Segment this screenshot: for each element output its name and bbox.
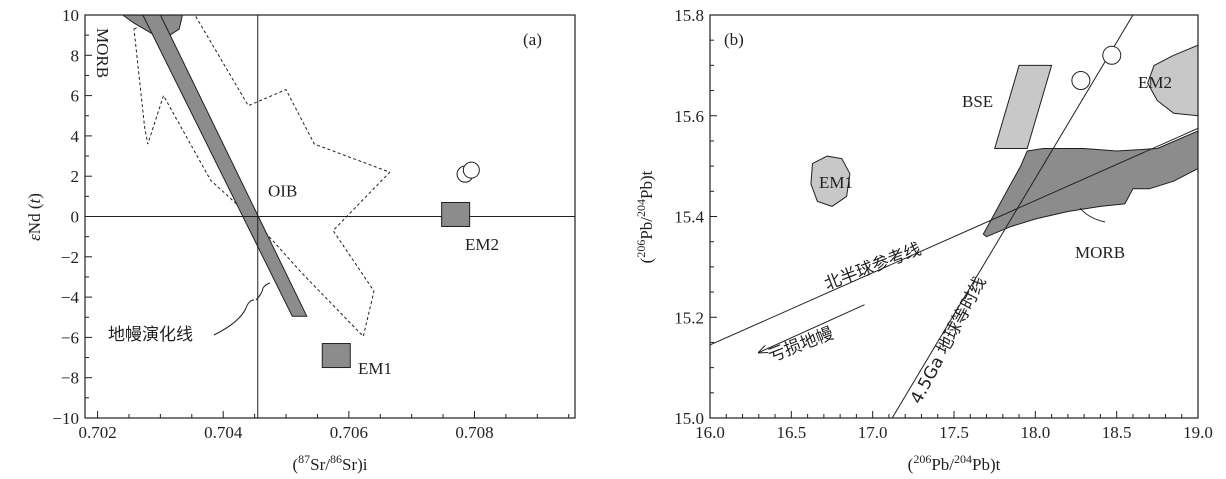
morb-leader-line [1079, 207, 1106, 223]
panel-a-tick-labels: 0.702 0.704 0.706 0.708 10 8 6 4 2 0 −2 −4 −6 −8 −10 [52, 6, 493, 442]
x-tick-label: 0.708 [455, 423, 493, 442]
x-tick-label: 18.5 [1102, 423, 1132, 442]
panel-a-frame [84, 14, 576, 419]
y-tick-label: 6 [71, 87, 80, 106]
em2-field [1147, 44, 1198, 117]
y-tick-label: 4 [71, 127, 80, 146]
nhrl-line [710, 127, 1198, 346]
bse-label: BSE [962, 92, 993, 111]
square-em1 [321, 343, 351, 369]
nhrl-label: 北半球参考线 [822, 239, 924, 294]
panel-b-x-axis-title: (206Pb/204Pb)t [908, 452, 1001, 474]
em2-label-a: EM2 [465, 235, 499, 254]
x-tick-label: 17.0 [858, 423, 888, 442]
y-tick-label: 15.2 [674, 308, 704, 327]
geochron-label: 4.5Ga 地球等时线 [907, 273, 991, 407]
y-tick-label: 2 [71, 167, 80, 186]
morb-label-b: MORB [1075, 243, 1125, 262]
x-tick-label: 0.706 [330, 423, 368, 442]
oib-label: OIB [268, 181, 297, 200]
y-tick-label: 15.4 [674, 208, 704, 227]
panel-a-y-axis-title: εNd (t) [25, 193, 44, 241]
em1-field [810, 155, 851, 207]
y-tick-label: −10 [52, 409, 79, 428]
mantle-squiggle [255, 282, 271, 301]
x-tick-label: 0.702 [78, 423, 116, 442]
panel-a-marks: OIB EM2 EM1 MORB 地幔演化线 [85, 15, 575, 418]
mantle-leader-line [213, 299, 255, 336]
em2-label-b: EM2 [1138, 73, 1172, 92]
data-point-circle [1102, 45, 1122, 65]
x-tick-label: 16.0 [695, 423, 725, 442]
panel-a-x-axis-title: (87Sr/86Sr)i [292, 452, 367, 474]
y-tick-label: 15.8 [674, 6, 704, 25]
mantle-evolution-label: 地幔演化线 [108, 325, 193, 345]
panel-a: 0.702 0.704 0.706 0.708 10 8 6 4 2 0 −2 −4 −6 −8 −10 O… [25, 6, 576, 474]
y-tick-label: 10 [62, 6, 79, 25]
panel-b: 16.0 16.5 17.0 17.5 18.0 18.5 19.0 15.0 15.2 15.4… [634, 6, 1213, 474]
x-tick-label: 18.0 [1020, 423, 1050, 442]
em1-label-a: EM1 [358, 359, 392, 378]
geochron-line [891, 15, 1134, 418]
panel-b-y-axis-title: (206Pb/204Pb)t [634, 170, 656, 263]
data-point-circle [1071, 70, 1091, 90]
x-tick-label: 0.704 [204, 423, 243, 442]
panel-b-frame [709, 14, 1199, 419]
y-tick-label: 8 [71, 46, 80, 65]
y-tick-label: −4 [61, 288, 80, 307]
bse-field [994, 64, 1053, 149]
oib-field [133, 15, 391, 338]
panel-a-plot: OIB EM2 EM1 MORB 地幔演化线 [85, 15, 575, 418]
x-tick-label: 17.5 [939, 423, 969, 442]
y-tick-label: −2 [61, 248, 79, 267]
y-tick-label: −8 [61, 369, 79, 388]
panel-a-ticks [85, 14, 570, 419]
panel-b-label: (b) [724, 30, 744, 49]
panel-a-label: (a) [523, 30, 542, 49]
mantle-evolution-band [142, 15, 308, 317]
x-tick-label: 16.5 [776, 423, 806, 442]
morb-label-a-vertical: MORB [93, 28, 112, 78]
data-point-circle [462, 161, 480, 179]
x-tick-label: 19.0 [1183, 423, 1213, 442]
square-em2 [441, 201, 471, 227]
y-tick-label: −6 [61, 328, 79, 347]
y-tick-label: 15.0 [674, 409, 704, 428]
depleted-mantle-label: 亏损地幔 [766, 324, 837, 367]
morb-field [982, 130, 1198, 238]
em1-label-b: EM1 [819, 173, 853, 192]
panel-b-tick-labels: 16.0 16.5 17.0 17.5 18.0 18.5 19.0 15.0 15.2 15.4… [674, 6, 1213, 442]
depleted-mantle-arrow [759, 304, 865, 353]
y-tick-label: 0 [71, 208, 80, 227]
y-tick-label: 15.6 [674, 107, 704, 126]
